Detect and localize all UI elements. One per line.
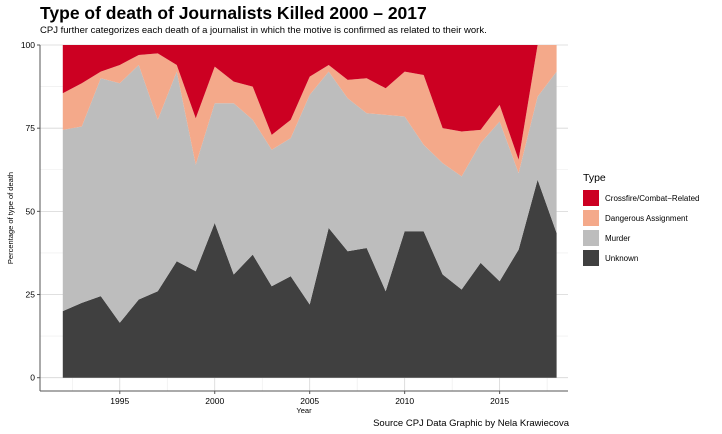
area-unknown xyxy=(62,179,557,378)
x-tick-label-2010: 2010 xyxy=(395,396,414,406)
legend: Type Crossfire/Combat−Related Dangerous … xyxy=(583,172,699,268)
x-tick-label-2015: 2015 xyxy=(490,396,509,406)
y-axis-label: Percentage of type of death xyxy=(6,172,15,264)
area-dangerous-assignment xyxy=(62,45,557,177)
legend-key-dangerous-assignment xyxy=(583,210,599,226)
legend-item-murder: Murder xyxy=(583,228,699,248)
legend-item-dangerous-assignment: Dangerous Assignment xyxy=(583,208,699,228)
y-tick-label-0: 0 xyxy=(30,373,35,383)
x-tick-label-1995: 1995 xyxy=(110,396,129,406)
source-caption: Source CPJ Data Graphic by Nela Krawieco… xyxy=(373,418,569,429)
y-tick-label-75: 75 xyxy=(26,123,36,133)
legend-key-crossfire xyxy=(583,190,599,206)
chart-title: Type of death of Journalists Killed 2000… xyxy=(40,3,427,23)
y-tick-label-100: 100 xyxy=(21,40,35,50)
legend-item-unknown: Unknown xyxy=(583,248,699,268)
legend-key-unknown xyxy=(583,250,599,266)
x-tick-label-2005: 2005 xyxy=(300,396,319,406)
legend-key-murder xyxy=(583,230,599,246)
area-murder xyxy=(62,64,557,323)
legend-label-unknown: Unknown xyxy=(605,253,639,263)
legend-label-murder: Murder xyxy=(605,233,631,243)
y-tick-label-25: 25 xyxy=(26,290,36,300)
x-tick-label-2000: 2000 xyxy=(205,396,224,406)
legend-label-dangerous-assignment: Dangerous Assignment xyxy=(605,213,688,223)
legend-title: Type xyxy=(583,172,606,184)
legend-item-crossfire: Crossfire/Combat−Related xyxy=(583,188,699,208)
y-tick-label-50: 50 xyxy=(26,206,36,216)
legend-label-crossfire: Crossfire/Combat−Related xyxy=(605,193,700,203)
area-crossfire-combat-related xyxy=(62,45,557,160)
x-axis-label: Year xyxy=(296,406,312,415)
chart-subtitle: CPJ further categorizes each death of a … xyxy=(40,25,487,36)
